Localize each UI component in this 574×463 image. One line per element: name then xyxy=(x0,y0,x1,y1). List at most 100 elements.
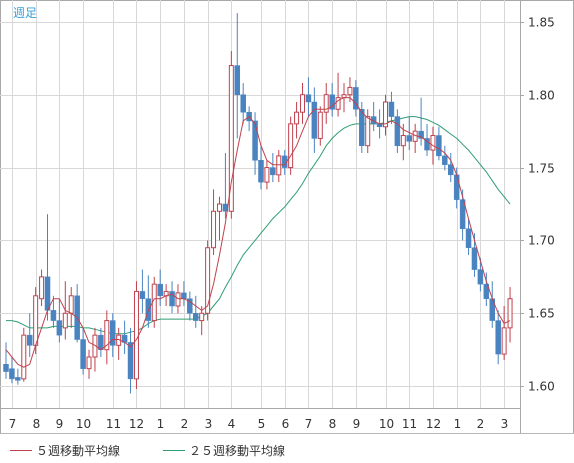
candle xyxy=(234,13,241,139)
candle xyxy=(483,272,490,306)
x-tick-label: 11 xyxy=(106,417,121,431)
legend-item-ma25: ２５週移動平均線 xyxy=(163,442,285,459)
candle-body xyxy=(3,364,9,372)
candle-body xyxy=(448,164,454,176)
candle-body xyxy=(39,276,45,300)
candle-body xyxy=(199,312,205,322)
candle-body xyxy=(276,155,282,176)
ma25-line xyxy=(6,116,511,335)
candle xyxy=(311,87,318,153)
candle-body xyxy=(9,368,15,380)
legend-label-ma5: ５週移動平均線 xyxy=(36,444,121,458)
candle-body xyxy=(139,291,146,299)
timeframe-label: 週足 xyxy=(13,6,38,20)
x-tick-label: 12 xyxy=(426,417,441,431)
candle-body xyxy=(21,334,27,380)
candle-body xyxy=(477,269,484,285)
x-axis-ticks: 7 8 9 10 11 12 1 2 3 4 5 6 7 8 9 10 11 12 1 2 3 xyxy=(9,417,509,431)
candle xyxy=(127,327,134,394)
candle-body xyxy=(400,135,406,147)
candle-body xyxy=(365,116,371,147)
x-tick-label: 12 xyxy=(129,417,144,431)
candle-body xyxy=(418,130,424,139)
candle xyxy=(98,327,104,357)
candle-body xyxy=(193,313,199,321)
candle-body xyxy=(86,356,92,370)
candle xyxy=(465,218,472,255)
x-tick-label: 2 xyxy=(477,417,485,431)
candle xyxy=(495,310,501,365)
candle xyxy=(21,327,27,382)
candle-body xyxy=(347,86,353,96)
y-axis-ticks: 1.85 1.80 1.75 1.70 1.65 1.60 xyxy=(520,16,555,394)
candle xyxy=(388,91,395,124)
candle xyxy=(139,269,146,314)
candle xyxy=(216,196,222,241)
candle xyxy=(288,116,294,175)
candle-body xyxy=(234,65,241,95)
candle xyxy=(412,123,418,153)
candle xyxy=(406,116,412,151)
candle xyxy=(383,94,389,136)
candle xyxy=(353,80,359,117)
candle-body xyxy=(169,291,175,307)
candle-body xyxy=(394,116,401,146)
y-tick-label: 1.85 xyxy=(528,16,555,30)
candle xyxy=(92,327,98,372)
candle-body xyxy=(465,228,472,248)
x-tick-label: 7 xyxy=(9,417,17,431)
candle xyxy=(276,150,282,183)
candle-body xyxy=(33,295,39,346)
candle xyxy=(228,51,234,219)
candle-body xyxy=(15,377,21,381)
candle xyxy=(442,145,448,171)
candle xyxy=(39,269,45,306)
candle xyxy=(507,287,513,343)
candle-body xyxy=(300,94,305,113)
x-tick-label: 8 xyxy=(33,417,41,431)
candle-body xyxy=(264,167,270,183)
candle-body xyxy=(453,174,460,200)
candle xyxy=(370,102,377,132)
candle-body xyxy=(92,334,98,358)
candle-body xyxy=(80,339,86,369)
y-tick-label: 1.80 xyxy=(528,89,555,103)
candle-body xyxy=(383,101,389,128)
candle xyxy=(157,269,163,306)
candle-body xyxy=(353,87,359,110)
candle xyxy=(3,342,9,379)
candle xyxy=(9,357,15,384)
candle xyxy=(44,214,51,321)
candle xyxy=(418,97,424,146)
y-tick-label: 1.65 xyxy=(528,307,555,321)
x-tick-label: 2 xyxy=(181,417,189,431)
candle xyxy=(74,284,80,343)
candle xyxy=(477,257,484,292)
candle xyxy=(169,281,175,314)
x-tick-label: 7 xyxy=(305,417,313,431)
x-tick-label: 1 xyxy=(157,417,165,431)
candle xyxy=(181,281,187,306)
candle-body xyxy=(252,120,258,161)
candle-body xyxy=(459,199,466,230)
candle-body xyxy=(436,135,442,157)
candle xyxy=(501,306,507,360)
candle xyxy=(329,83,335,117)
candle-body xyxy=(471,247,478,270)
legend-item-ma5: ５週移動平均線 xyxy=(10,442,120,459)
x-tick-label: 8 xyxy=(329,417,337,431)
ma25-layer xyxy=(6,116,511,335)
candle-body xyxy=(311,101,318,139)
candle xyxy=(424,123,430,156)
candle xyxy=(26,313,33,357)
candle-body xyxy=(26,334,33,346)
candle-body xyxy=(442,155,448,165)
candle-body xyxy=(359,109,365,146)
candle xyxy=(305,77,312,117)
x-tick-label: 10 xyxy=(379,417,394,431)
candle xyxy=(193,295,199,328)
x-tick-label: 3 xyxy=(205,417,213,431)
candle-body xyxy=(133,290,139,380)
candle xyxy=(264,160,270,190)
candle-body xyxy=(216,203,222,212)
